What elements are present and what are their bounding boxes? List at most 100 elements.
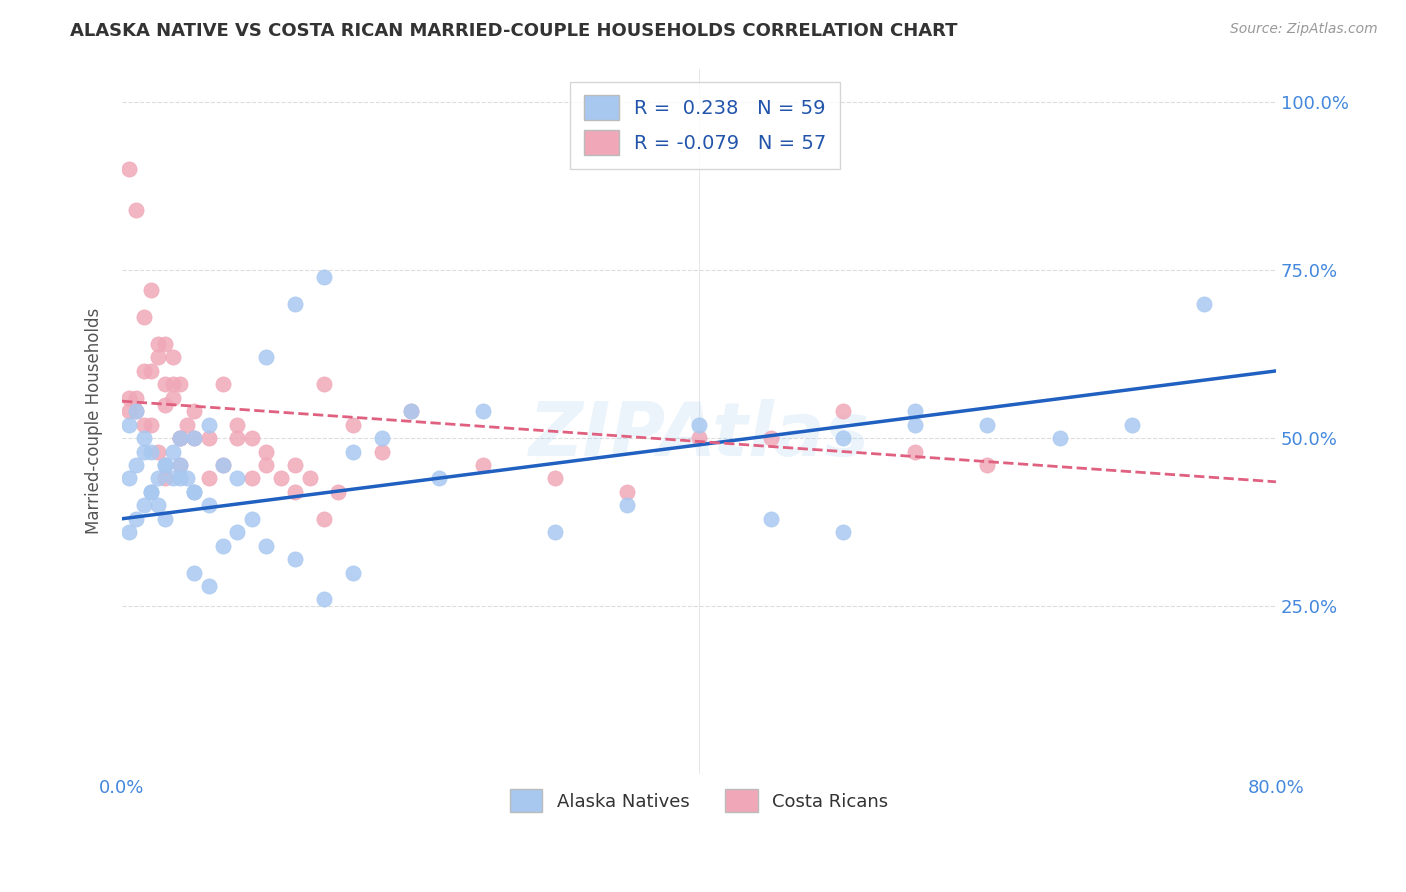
Point bbox=[616, 484, 638, 499]
Point bbox=[125, 512, 148, 526]
Point bbox=[471, 404, 494, 418]
Point bbox=[544, 525, 567, 540]
Point bbox=[312, 269, 335, 284]
Point bbox=[125, 404, 148, 418]
Point bbox=[162, 444, 184, 458]
Point bbox=[904, 417, 927, 432]
Point bbox=[471, 458, 494, 472]
Point bbox=[146, 444, 169, 458]
Point bbox=[183, 431, 205, 445]
Point bbox=[125, 391, 148, 405]
Point bbox=[139, 364, 162, 378]
Point bbox=[139, 417, 162, 432]
Point bbox=[155, 458, 177, 472]
Point bbox=[155, 398, 177, 412]
Text: ALASKA NATIVE VS COSTA RICAN MARRIED-COUPLE HOUSEHOLDS CORRELATION CHART: ALASKA NATIVE VS COSTA RICAN MARRIED-COU… bbox=[70, 22, 957, 40]
Point bbox=[197, 471, 219, 485]
Point bbox=[226, 417, 249, 432]
Legend: Alaska Natives, Costa Ricans: Alaska Natives, Costa Ricans bbox=[496, 777, 901, 825]
Y-axis label: Married-couple Households: Married-couple Households bbox=[86, 309, 103, 534]
Point bbox=[976, 417, 998, 432]
Point bbox=[240, 512, 263, 526]
Point bbox=[688, 431, 710, 445]
Point bbox=[832, 404, 855, 418]
Point bbox=[132, 417, 155, 432]
Point bbox=[155, 337, 177, 351]
Point bbox=[212, 458, 235, 472]
Text: Source: ZipAtlas.com: Source: ZipAtlas.com bbox=[1230, 22, 1378, 37]
Point bbox=[197, 417, 219, 432]
Point bbox=[169, 458, 191, 472]
Point bbox=[132, 431, 155, 445]
Point bbox=[176, 471, 198, 485]
Point bbox=[328, 484, 350, 499]
Point bbox=[169, 458, 191, 472]
Point bbox=[155, 512, 177, 526]
Point bbox=[904, 444, 927, 458]
Point bbox=[284, 458, 307, 472]
Point bbox=[125, 404, 148, 418]
Point bbox=[284, 484, 307, 499]
Point bbox=[118, 404, 141, 418]
Point bbox=[1049, 431, 1071, 445]
Point bbox=[162, 377, 184, 392]
Point bbox=[183, 484, 205, 499]
Point bbox=[125, 458, 148, 472]
Point bbox=[118, 162, 141, 177]
Point bbox=[240, 431, 263, 445]
Point bbox=[284, 296, 307, 310]
Point bbox=[312, 592, 335, 607]
Point bbox=[399, 404, 422, 418]
Point bbox=[139, 484, 162, 499]
Point bbox=[370, 431, 392, 445]
Point bbox=[254, 351, 277, 365]
Point bbox=[155, 471, 177, 485]
Point bbox=[162, 351, 184, 365]
Point bbox=[427, 471, 450, 485]
Point bbox=[139, 444, 162, 458]
Point bbox=[176, 417, 198, 432]
Point bbox=[169, 431, 191, 445]
Point bbox=[1192, 296, 1215, 310]
Point bbox=[183, 484, 205, 499]
Point bbox=[312, 512, 335, 526]
Point bbox=[155, 377, 177, 392]
Point bbox=[139, 484, 162, 499]
Point bbox=[254, 458, 277, 472]
Point bbox=[155, 458, 177, 472]
Point bbox=[197, 431, 219, 445]
Point bbox=[254, 444, 277, 458]
Text: ZIPAtlas: ZIPAtlas bbox=[529, 399, 869, 472]
Point bbox=[212, 458, 235, 472]
Point bbox=[759, 512, 782, 526]
Point bbox=[132, 444, 155, 458]
Point bbox=[284, 552, 307, 566]
Point bbox=[342, 444, 364, 458]
Point bbox=[183, 404, 205, 418]
Point bbox=[399, 404, 422, 418]
Point bbox=[183, 566, 205, 580]
Point bbox=[132, 364, 155, 378]
Point bbox=[832, 525, 855, 540]
Point bbox=[132, 499, 155, 513]
Point bbox=[183, 431, 205, 445]
Point bbox=[146, 499, 169, 513]
Point bbox=[298, 471, 321, 485]
Point bbox=[270, 471, 292, 485]
Point bbox=[139, 283, 162, 297]
Point bbox=[146, 351, 169, 365]
Point bbox=[197, 499, 219, 513]
Point bbox=[312, 377, 335, 392]
Point bbox=[616, 499, 638, 513]
Point bbox=[226, 525, 249, 540]
Point bbox=[169, 431, 191, 445]
Point bbox=[118, 391, 141, 405]
Point bbox=[976, 458, 998, 472]
Point bbox=[226, 431, 249, 445]
Point bbox=[544, 471, 567, 485]
Point bbox=[197, 579, 219, 593]
Point bbox=[118, 525, 141, 540]
Point bbox=[254, 539, 277, 553]
Point bbox=[240, 471, 263, 485]
Point bbox=[212, 377, 235, 392]
